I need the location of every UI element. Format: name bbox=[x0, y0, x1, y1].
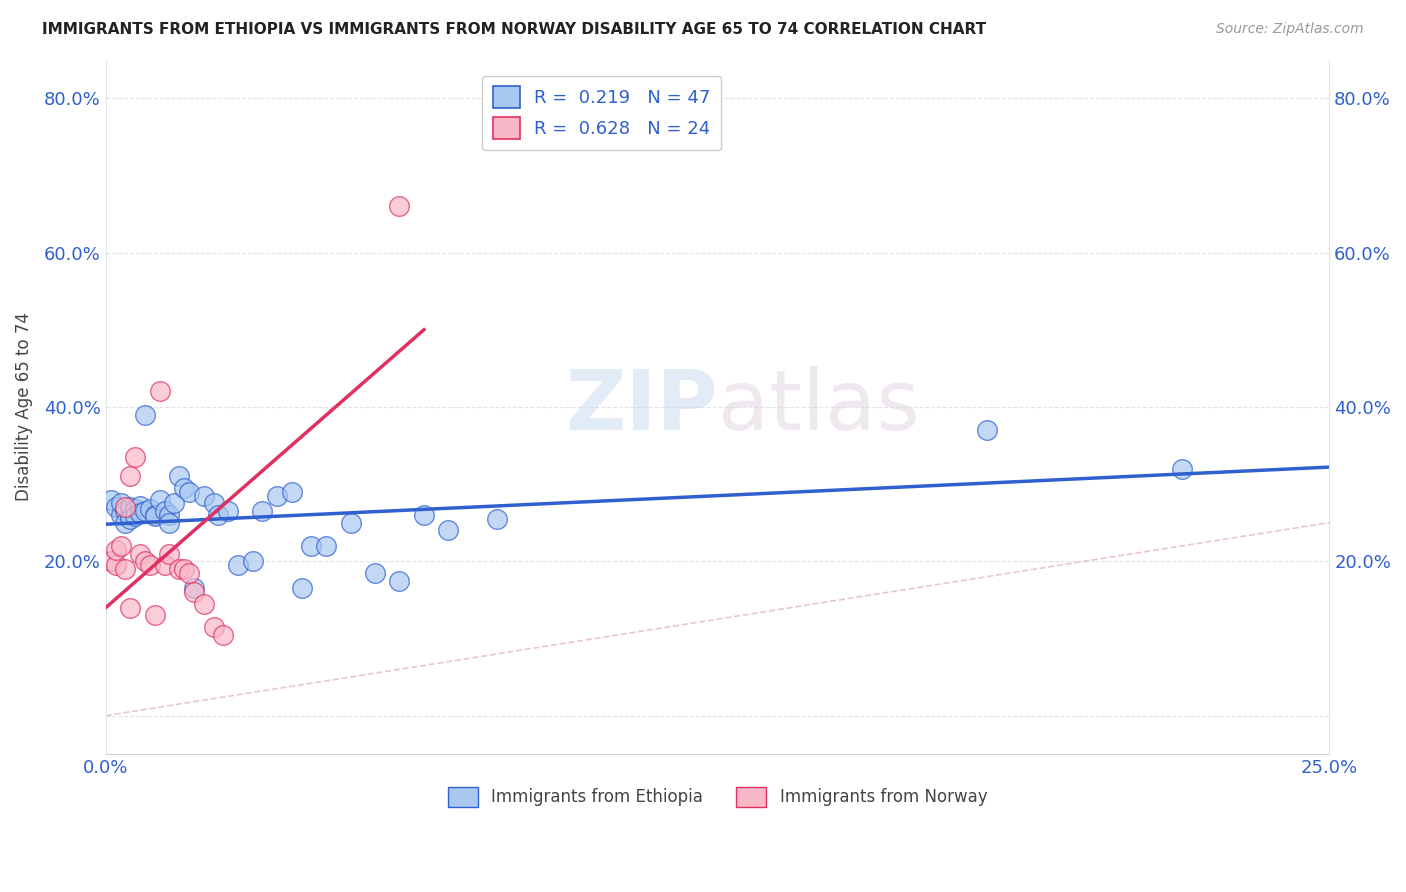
Point bbox=[486, 512, 509, 526]
Point bbox=[976, 423, 998, 437]
Point bbox=[114, 562, 136, 576]
Point bbox=[139, 558, 162, 573]
Point bbox=[124, 501, 146, 516]
Legend: Immigrants from Ethiopia, Immigrants from Norway: Immigrants from Ethiopia, Immigrants fro… bbox=[440, 779, 995, 815]
Point bbox=[226, 558, 249, 573]
Point bbox=[281, 484, 304, 499]
Point bbox=[388, 199, 411, 213]
Point bbox=[153, 558, 176, 573]
Point bbox=[207, 508, 229, 522]
Point bbox=[339, 516, 361, 530]
Point bbox=[159, 516, 181, 530]
Point bbox=[252, 504, 274, 518]
Point bbox=[167, 562, 190, 576]
Point bbox=[129, 499, 152, 513]
Point bbox=[134, 408, 156, 422]
Point bbox=[143, 509, 166, 524]
Point bbox=[143, 608, 166, 623]
Point bbox=[124, 450, 146, 464]
Point bbox=[153, 504, 176, 518]
Point bbox=[110, 496, 132, 510]
Point bbox=[183, 585, 205, 599]
Point bbox=[100, 492, 122, 507]
Point bbox=[100, 554, 122, 568]
Point bbox=[299, 539, 322, 553]
Point bbox=[364, 566, 387, 580]
Point bbox=[129, 507, 152, 521]
Point bbox=[193, 597, 215, 611]
Point bbox=[134, 554, 156, 568]
Point bbox=[159, 508, 181, 522]
Point bbox=[114, 516, 136, 530]
Point bbox=[1171, 461, 1194, 475]
Point bbox=[129, 547, 152, 561]
Point bbox=[120, 600, 142, 615]
Point bbox=[110, 508, 132, 522]
Text: Source: ZipAtlas.com: Source: ZipAtlas.com bbox=[1216, 22, 1364, 37]
Point bbox=[212, 627, 235, 641]
Point bbox=[149, 384, 172, 399]
Point bbox=[120, 469, 142, 483]
Point bbox=[266, 489, 288, 503]
Text: atlas: atlas bbox=[717, 367, 920, 448]
Point bbox=[202, 496, 225, 510]
Point bbox=[149, 492, 172, 507]
Point bbox=[139, 501, 162, 516]
Point bbox=[183, 582, 205, 596]
Point bbox=[177, 484, 200, 499]
Point bbox=[120, 500, 142, 515]
Point bbox=[159, 547, 181, 561]
Point bbox=[242, 554, 264, 568]
Point bbox=[437, 524, 460, 538]
Point bbox=[143, 508, 166, 522]
Point bbox=[173, 562, 195, 576]
Point bbox=[124, 509, 146, 524]
Text: ZIP: ZIP bbox=[565, 367, 717, 448]
Point bbox=[173, 481, 195, 495]
Point bbox=[104, 542, 127, 557]
Point bbox=[177, 566, 200, 580]
Point bbox=[202, 620, 225, 634]
Text: IMMIGRANTS FROM ETHIOPIA VS IMMIGRANTS FROM NORWAY DISABILITY AGE 65 TO 74 CORRE: IMMIGRANTS FROM ETHIOPIA VS IMMIGRANTS F… bbox=[42, 22, 986, 37]
Point bbox=[104, 500, 127, 515]
Point bbox=[167, 469, 190, 483]
Point bbox=[163, 496, 186, 510]
Point bbox=[217, 504, 239, 518]
Point bbox=[291, 582, 314, 596]
Point bbox=[134, 504, 156, 518]
Point bbox=[388, 574, 411, 588]
Point bbox=[104, 558, 127, 573]
Y-axis label: Disability Age 65 to 74: Disability Age 65 to 74 bbox=[15, 312, 32, 501]
Point bbox=[413, 508, 436, 522]
Point bbox=[110, 539, 132, 553]
Point bbox=[315, 539, 337, 553]
Point bbox=[193, 489, 215, 503]
Point bbox=[114, 504, 136, 518]
Point bbox=[120, 508, 142, 522]
Point bbox=[120, 512, 142, 526]
Point bbox=[114, 500, 136, 515]
